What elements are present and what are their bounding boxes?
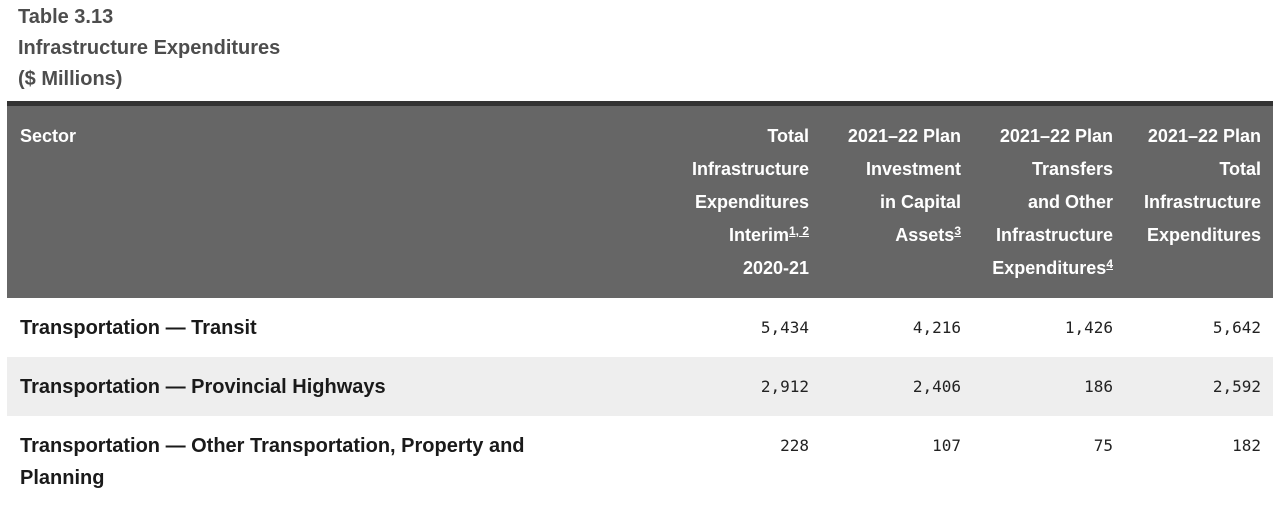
value-cell: 228 [780, 436, 809, 455]
header-line: Investment [865, 159, 961, 179]
table-units: ($ Millions) [18, 68, 123, 90]
header-line: Assets [895, 225, 955, 245]
header-line: 2021–22 Plan [999, 126, 1113, 146]
table-caption: Table 3.13 Infrastructure Expenditures (… [18, 2, 280, 95]
value-cell: 75 [1093, 436, 1113, 455]
value-cell: 2,592 [1212, 377, 1261, 396]
value-cell: 186 [1084, 377, 1113, 396]
table-row: Transportation — Other Transportation, P… [7, 416, 1273, 507]
footnote-link[interactable]: 4 [1106, 257, 1113, 271]
header-line: Infrastructure [691, 159, 809, 179]
table-number: Table 3.13 [18, 6, 114, 28]
table-row: Transportation — Provincial Highways 2,9… [7, 357, 1273, 416]
header-line: Infrastructure [995, 225, 1113, 245]
footnote-link[interactable]: 3 [954, 224, 961, 238]
value-cell: 2,406 [912, 377, 961, 396]
value-cell: 5,642 [1212, 318, 1261, 337]
header-line: 2021–22 Plan [1147, 126, 1261, 146]
table-header-row: Sector Total Infrastructure Expenditures… [7, 103, 1273, 299]
header-line: Interim [728, 225, 789, 245]
header-line: 2021–22 Plan [847, 126, 961, 146]
header-total-plan: 2021–22 Plan Total Infrastructure Expend… [1125, 104, 1273, 299]
value-cell: 107 [932, 436, 961, 455]
header-capital-assets: 2021–22 Plan Investment in Capital Asset… [821, 104, 973, 299]
value-cell: 1,426 [1064, 318, 1113, 337]
value-cell: 4,216 [912, 318, 961, 337]
header-line: Expenditures [1146, 225, 1261, 245]
footnote-link[interactable]: 1, 2 [788, 224, 809, 238]
header-total-interim: Total Infrastructure Expenditures Interi… [669, 104, 821, 299]
header-transfers-other: 2021–22 Plan Transfers and Other Infrast… [973, 104, 1125, 299]
sector-name: Transportation — Provincial Highways [20, 376, 386, 398]
header-line: Infrastructure [1143, 192, 1261, 212]
value-cell: 5,434 [760, 318, 809, 337]
header-line: Total [767, 126, 809, 146]
header-line: Total [1219, 159, 1261, 179]
table-title: Infrastructure Expenditures [18, 37, 281, 59]
header-sector: Sector [20, 126, 77, 146]
header-line: Transfers [1031, 159, 1113, 179]
header-line: and Other [1027, 192, 1113, 212]
header-line: Expenditures [694, 192, 809, 212]
table-row: Transportation — Transit 5,434 4,216 1,4… [7, 298, 1273, 357]
value-cell: 182 [1232, 436, 1261, 455]
value-cell: 2,912 [760, 377, 809, 396]
sector-name: Transportation — Other Transportation, P… [20, 435, 525, 489]
header-line: in Capital [879, 192, 961, 212]
header-line: 2020-21 [742, 258, 809, 278]
header-line: Expenditures [992, 258, 1107, 278]
sector-name: Transportation — Transit [20, 317, 257, 339]
infrastructure-expenditures-table: Sector Total Infrastructure Expenditures… [7, 101, 1273, 507]
